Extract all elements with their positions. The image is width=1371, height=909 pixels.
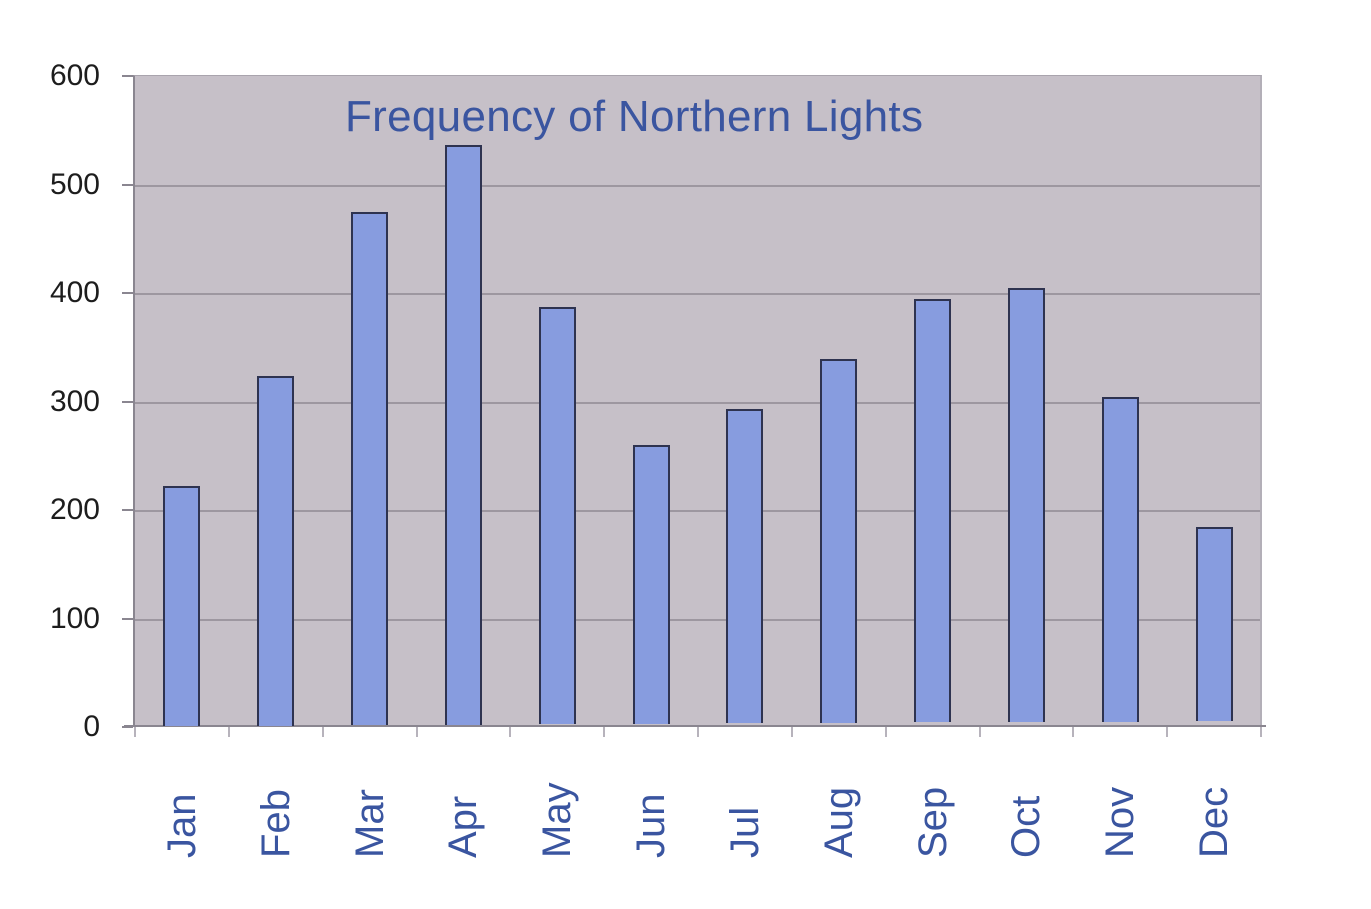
x-tick-label: Aug <box>816 786 861 858</box>
x-tick-mark <box>1072 727 1075 737</box>
y-tick-label: 400 <box>49 276 100 309</box>
x-tick-label: May <box>535 782 580 858</box>
y-tick-mark <box>122 183 133 186</box>
plot-area <box>133 75 1262 726</box>
x-tick-mark <box>1166 727 1169 737</box>
x-tick-mark <box>978 727 981 737</box>
y-tick-label: 0 <box>83 710 100 743</box>
gridline <box>135 618 1260 621</box>
bar-sep <box>914 299 952 723</box>
bar-nov <box>1101 397 1139 722</box>
y-tick-mark <box>122 509 133 511</box>
bar-may <box>538 307 576 725</box>
gridline <box>135 510 1260 512</box>
x-tick-mark <box>1260 727 1262 737</box>
bar-mar <box>351 211 389 726</box>
x-tick-label: Jun <box>629 793 674 859</box>
x-tick-mark <box>321 727 324 737</box>
bar-apr <box>444 145 482 725</box>
y-tick-label: 100 <box>49 601 100 635</box>
x-tick-mark <box>134 727 136 737</box>
x-tick-mark <box>697 727 699 737</box>
x-tick-label: Apr <box>441 795 486 858</box>
x-tick-label: Sep <box>910 786 955 858</box>
x-tick-mark <box>227 727 230 737</box>
bar-jul <box>726 408 764 724</box>
x-tick-label: Dec <box>1192 786 1237 858</box>
x-tick-label: Jul <box>722 806 767 858</box>
x-tick-label: Feb <box>253 789 298 858</box>
x-tick-mark <box>884 727 887 737</box>
bar-dec <box>1195 526 1233 722</box>
x-tick-label: Oct <box>1004 795 1049 858</box>
gridline <box>135 293 1260 295</box>
y-tick-label: 600 <box>49 59 100 92</box>
y-tick-mark <box>122 400 133 403</box>
bar-feb <box>257 376 295 726</box>
y-tick-label: 200 <box>49 493 100 526</box>
y-tick-mark <box>122 617 133 620</box>
x-tick-label: Nov <box>1098 786 1143 858</box>
y-tick-label: 300 <box>49 384 100 418</box>
chart-title: Frequency of Northern Lights <box>345 92 924 141</box>
y-tick-label: 500 <box>49 167 100 201</box>
x-tick-mark <box>790 727 793 737</box>
bar-aug <box>820 359 858 723</box>
y-tick-mark <box>122 292 133 294</box>
y-tick-mark <box>122 75 133 77</box>
y-tick-mark <box>122 726 133 728</box>
x-tick-label: Jan <box>159 793 204 859</box>
x-axis-line <box>124 725 1266 727</box>
x-tick-label: Mar <box>347 789 392 858</box>
gridline <box>135 184 1260 187</box>
x-tick-mark <box>509 727 512 737</box>
bar-jan <box>163 486 201 726</box>
bar-oct <box>1007 287 1045 722</box>
x-tick-mark <box>415 727 418 737</box>
bar-jun <box>632 444 670 724</box>
x-tick-mark <box>603 727 606 737</box>
gridline <box>135 401 1260 404</box>
